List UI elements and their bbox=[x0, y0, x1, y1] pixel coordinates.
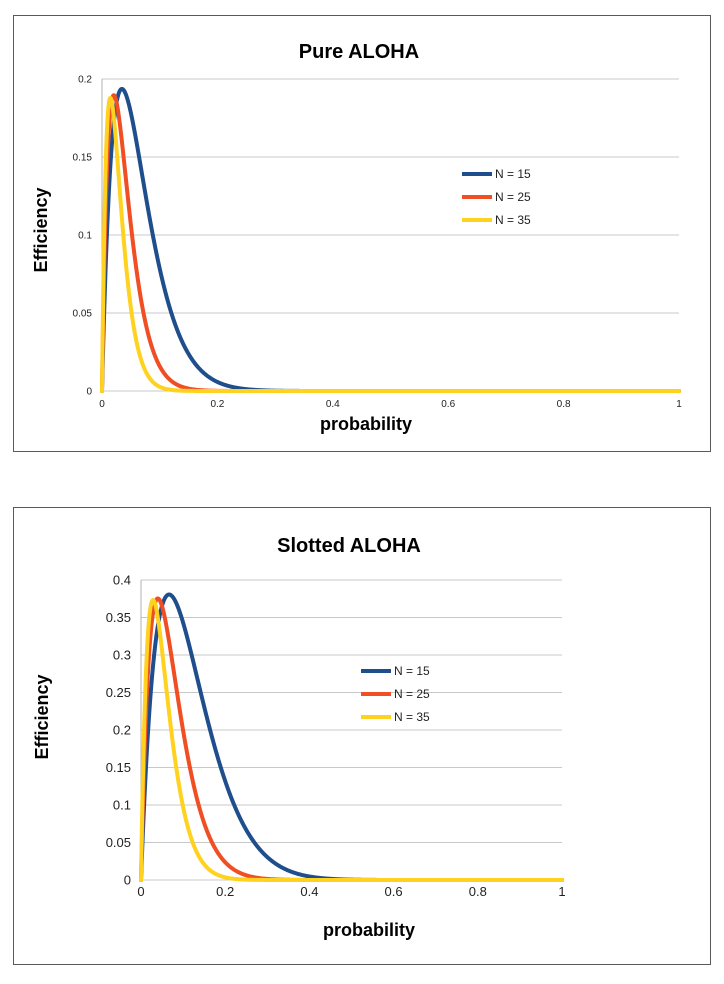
pure-aloha-chart: Pure ALOHA Efficiency probability 0 0.05 0… bbox=[31, 41, 682, 434]
chart-title: Slotted ALOHA bbox=[277, 535, 421, 557]
x-tick-label: 0.6 bbox=[385, 884, 403, 899]
x-tick-label: 0 bbox=[137, 884, 144, 899]
y-axis-title: Efficiency bbox=[32, 674, 52, 759]
y-tick-label: 0.2 bbox=[113, 723, 131, 738]
y-tick-label: 0.3 bbox=[113, 648, 131, 663]
y-tick-label: 0.4 bbox=[113, 573, 131, 588]
y-axis-title: Efficiency bbox=[31, 187, 51, 272]
x-tick-label: 0.2 bbox=[216, 884, 234, 899]
legend-entry: N = 25 bbox=[495, 190, 531, 204]
x-tick-label: 0.2 bbox=[210, 399, 224, 410]
y-tick-label: 0.35 bbox=[106, 610, 131, 625]
x-tick-label: 0.6 bbox=[441, 399, 455, 410]
slotted-aloha-chart-panel: Slotted ALOHA Efficiency probability 0 0.… bbox=[13, 507, 711, 965]
series-line bbox=[100, 95, 681, 393]
series-line bbox=[100, 93, 681, 393]
legend-entry: N = 35 bbox=[495, 213, 531, 227]
y-tick-label: 0 bbox=[86, 387, 92, 398]
x-tick-label: 1 bbox=[558, 884, 565, 899]
x-axis-title: probability bbox=[320, 414, 412, 434]
y-tick-label: 0.15 bbox=[73, 153, 93, 164]
y-tick-label: 0.1 bbox=[113, 798, 131, 813]
y-tick-label: 0.25 bbox=[106, 685, 131, 700]
x-tick-label: 0.8 bbox=[469, 884, 487, 899]
y-tick-label: 0.05 bbox=[73, 309, 93, 320]
y-tick-label: 0.1 bbox=[78, 231, 92, 242]
legend-entry: N = 15 bbox=[495, 167, 531, 181]
series-line bbox=[139, 596, 564, 882]
y-tick-label: 0.2 bbox=[78, 75, 92, 86]
pure-aloha-chart-panel: Pure ALOHA Efficiency probability 0 0.05 0… bbox=[13, 15, 711, 452]
x-tick-label: 0.4 bbox=[326, 399, 340, 410]
slotted-aloha-chart: Slotted ALOHA Efficiency probability 0 0.… bbox=[32, 535, 566, 940]
series-line bbox=[139, 592, 564, 882]
y-tick-label: 0.05 bbox=[106, 835, 131, 850]
series-line bbox=[139, 598, 564, 882]
legend-entry: N = 35 bbox=[394, 710, 430, 724]
x-axis-title: probability bbox=[323, 920, 415, 940]
x-tick-label: 1 bbox=[676, 399, 682, 410]
y-tick-label: 0.15 bbox=[106, 760, 131, 775]
chart-title: Pure ALOHA bbox=[299, 41, 419, 63]
legend-entry: N = 15 bbox=[394, 664, 430, 678]
x-tick-label: 0 bbox=[99, 399, 105, 410]
x-tick-label: 0.8 bbox=[557, 399, 571, 410]
x-tick-label: 0.4 bbox=[300, 884, 318, 899]
series-line bbox=[100, 86, 681, 393]
y-tick-label: 0 bbox=[124, 873, 131, 888]
legend-entry: N = 25 bbox=[394, 687, 430, 701]
